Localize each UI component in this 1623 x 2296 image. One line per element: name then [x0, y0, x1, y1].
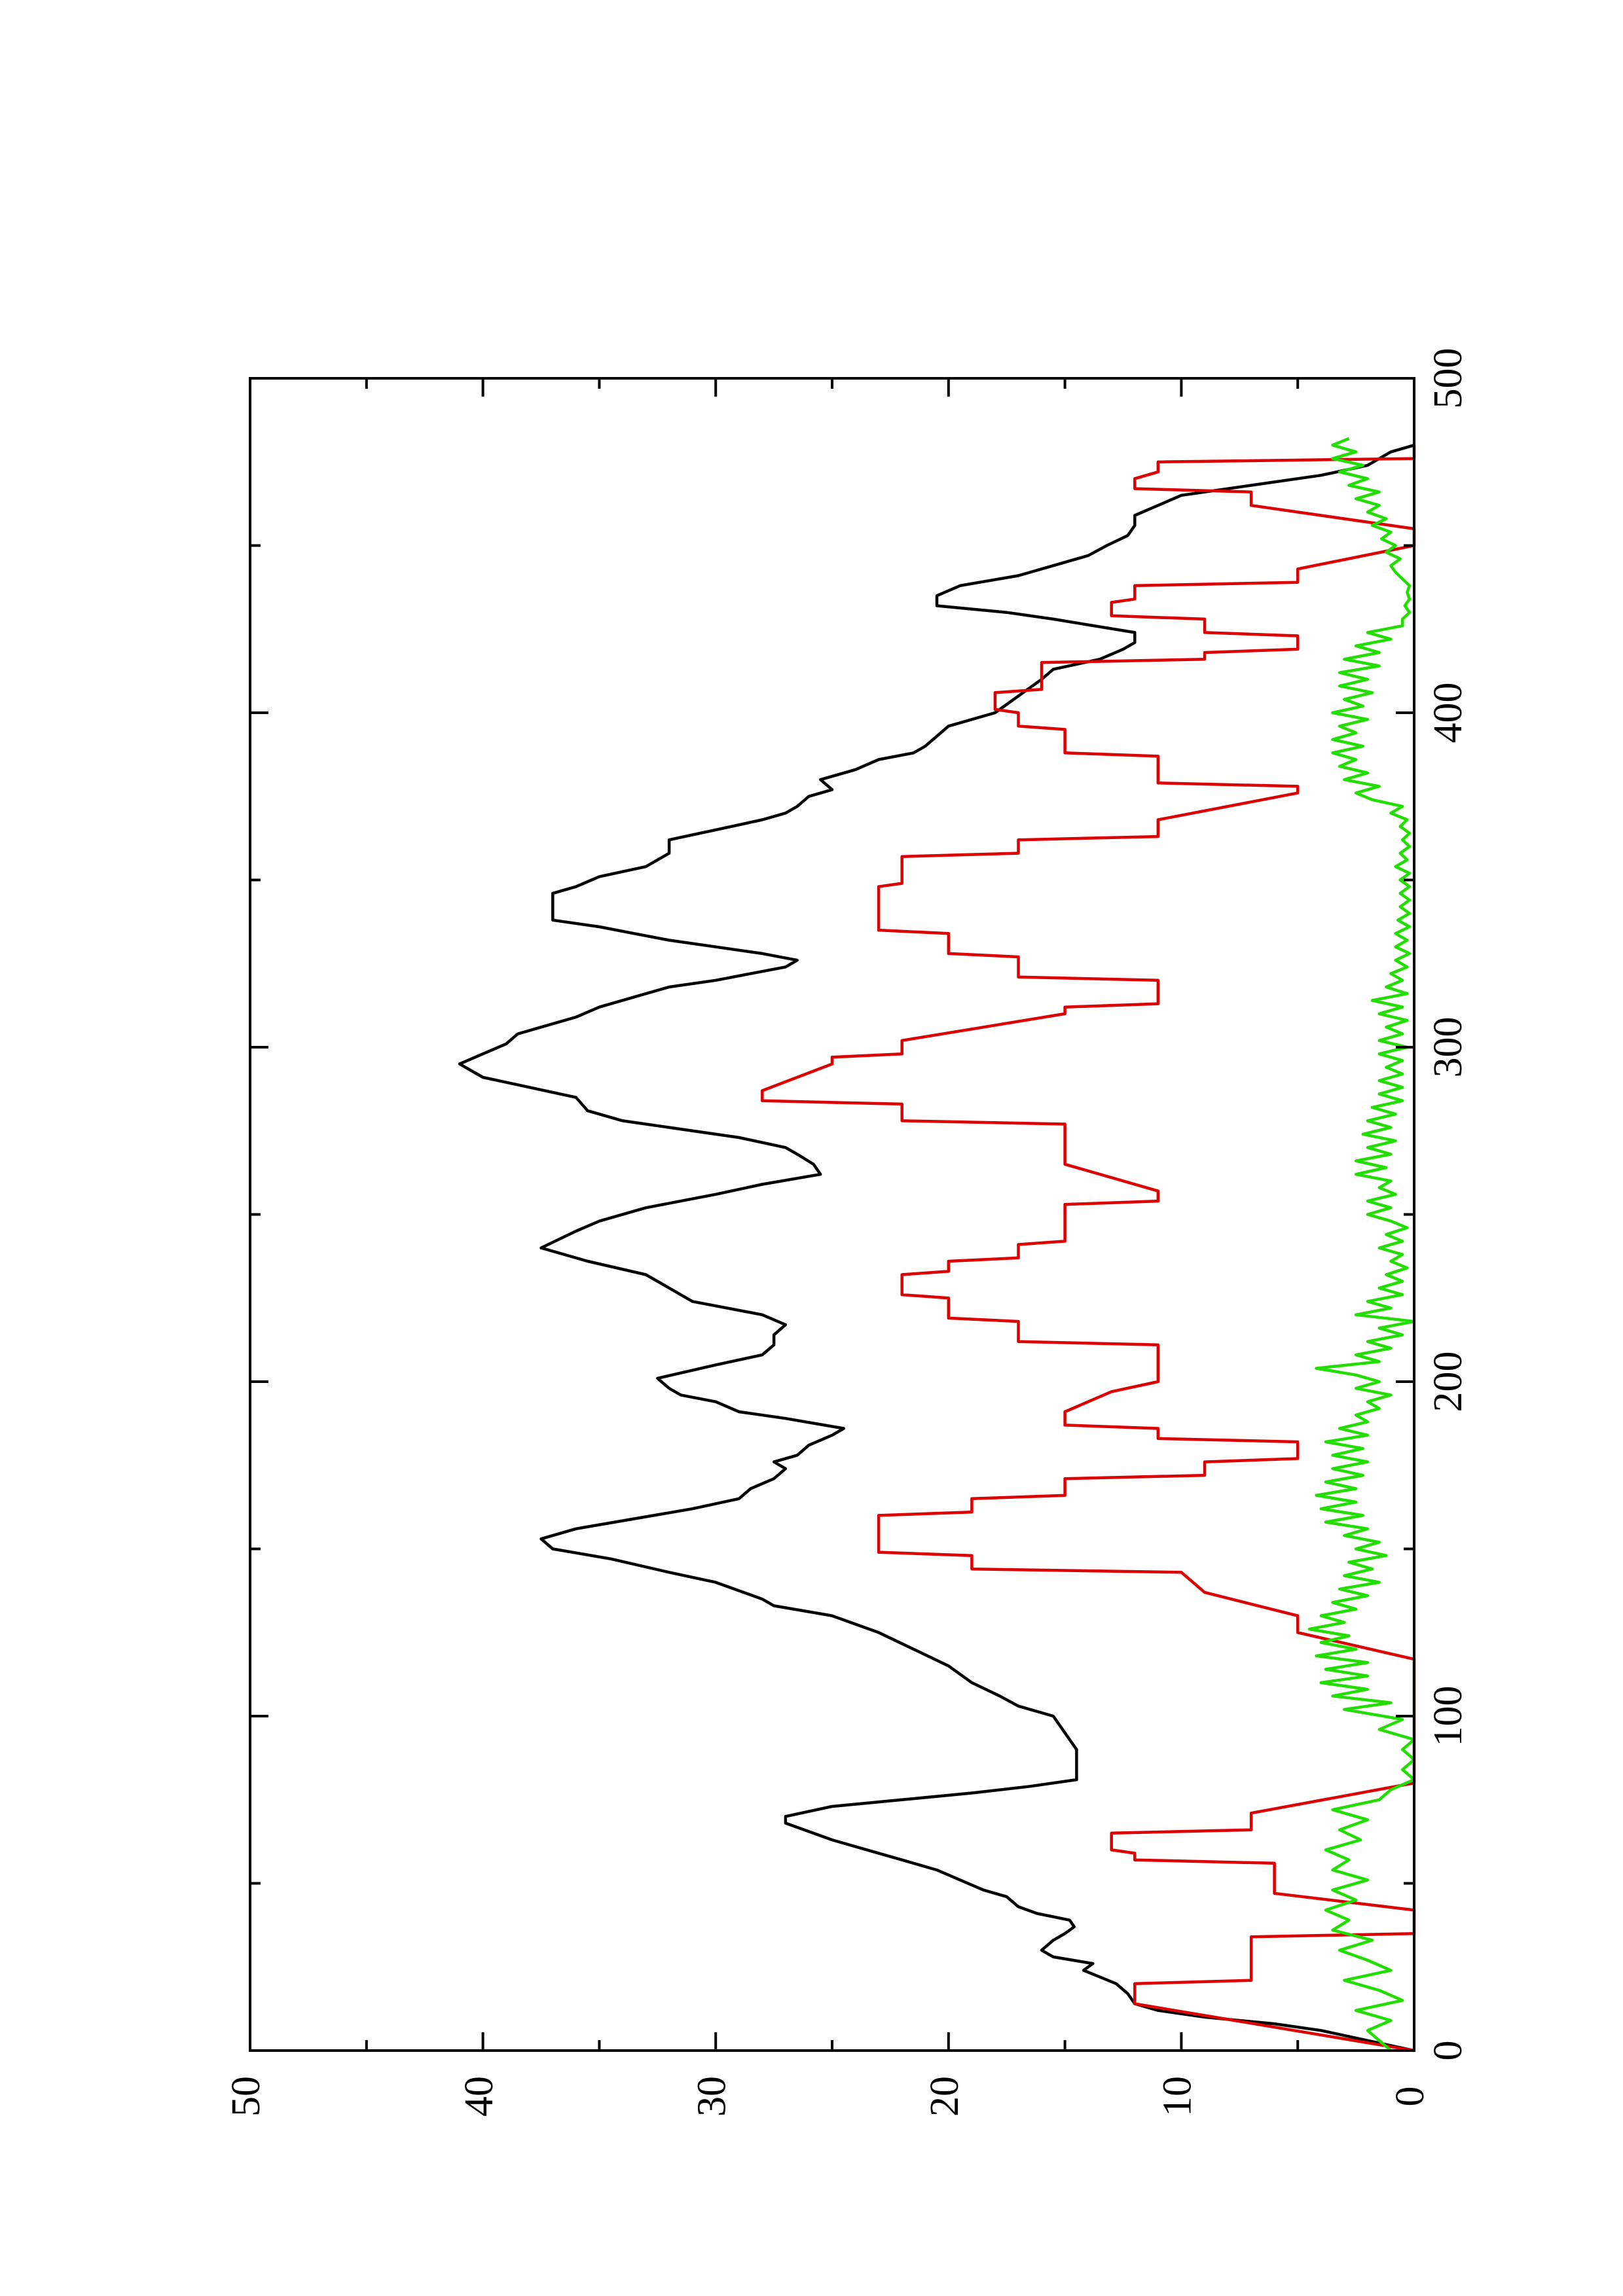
y-tick-label: 10	[1156, 2076, 1200, 2117]
series-line-3	[1307, 437, 1416, 2052]
y-tick-label: 40	[457, 2076, 501, 2117]
x-tick-label: 100	[1426, 1686, 1470, 1747]
x-tick-label: 300	[1426, 1017, 1470, 1078]
x-tick-label: 0	[1426, 2041, 1470, 2061]
tick-layer: 0 100 200 300 400 500 0 10 20 30 40 50	[224, 348, 1470, 2117]
series-line-1	[458, 444, 1415, 2053]
series-line-2	[761, 445, 1416, 2053]
y-tick-label: 50	[224, 2076, 268, 2117]
x-tick-label: 200	[1426, 1352, 1470, 1412]
y-tick-label: 0	[1388, 2087, 1432, 2107]
y-tick-label: 20	[922, 2076, 967, 2117]
y-tick-label: 30	[689, 2076, 734, 2117]
x-tick-label: 500	[1426, 348, 1470, 409]
series-layer	[458, 437, 1416, 2053]
x-tick-label: 400	[1426, 683, 1470, 744]
